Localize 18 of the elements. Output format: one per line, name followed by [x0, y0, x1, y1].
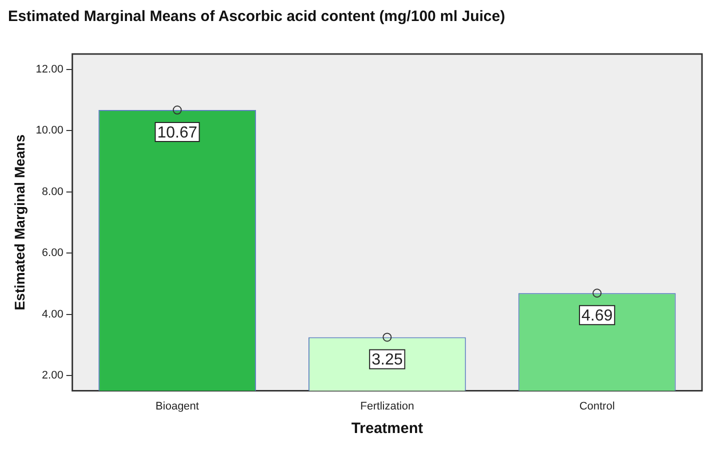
point: [592, 288, 602, 298]
x-tick-label: Fertlization: [360, 400, 414, 412]
x-axis-title: Treatment: [351, 420, 424, 438]
y-tick-label: 4.00: [42, 308, 64, 320]
data-label: 4.69: [581, 308, 613, 325]
x-tick-label: Control: [579, 400, 615, 412]
data-label: 10.67: [157, 124, 198, 142]
data-label: 3.25: [372, 352, 403, 369]
point: [172, 106, 182, 115]
point: [382, 332, 392, 342]
y-tick-label: 6.00: [42, 247, 64, 260]
chart-title: Estimated Marginal Means of Ascorbic acid content (mg/100 ml Juice): [8, 8, 506, 26]
y-tick-label: 12.00: [36, 63, 64, 76]
y-tick-label: 2.00: [42, 370, 64, 382]
x-tick-label: Bioagent: [156, 400, 199, 412]
y-tick-label: 10.00: [36, 124, 64, 137]
y-axis-title: Estimated Marginal Means: [11, 134, 28, 310]
y-tick-label: 8.00: [42, 186, 64, 198]
